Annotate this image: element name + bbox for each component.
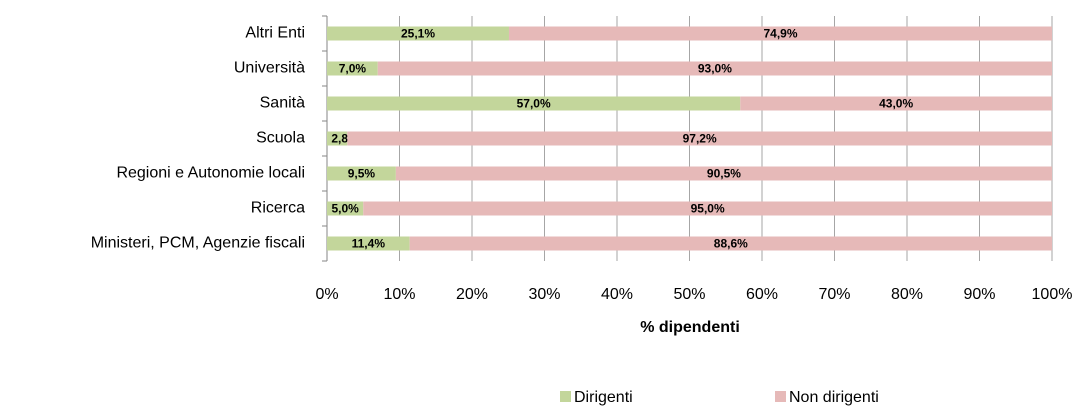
data-label: 57,0% [517, 97, 551, 111]
x-tick-label: 20% [456, 286, 488, 303]
data-label: 95,0% [691, 202, 725, 216]
bar-segment [395, 166, 1052, 181]
category-label: Altri Enti [245, 25, 305, 42]
category-label: Sanità [260, 95, 305, 112]
data-label: 9,5% [348, 167, 376, 181]
x-tick-label: 90% [963, 286, 995, 303]
x-tick-label: 40% [601, 286, 633, 303]
legend-label: Dirigenti [574, 389, 633, 406]
data-label: 74,9% [763, 27, 797, 41]
data-label: 25,1% [401, 27, 435, 41]
category-label: Ministeri, PCM, Agenzie fiscali [91, 235, 305, 252]
category-label: Ricerca [251, 200, 305, 217]
category-label: Università [234, 60, 305, 77]
bar-segment [327, 166, 396, 181]
x-tick-label: 10% [383, 286, 415, 303]
bar-segment [327, 96, 741, 111]
data-label: 11,4% [352, 237, 386, 251]
x-tick-label: 70% [818, 286, 850, 303]
x-tick-label: 60% [746, 286, 778, 303]
data-label: 7,0% [339, 62, 367, 76]
bar-segment [363, 201, 1052, 216]
bar-segment [327, 201, 364, 216]
category-label: Regioni e Autonomie locali [116, 165, 305, 182]
bar-segment [409, 236, 1052, 251]
bar-segment [327, 61, 378, 76]
x-tick-label: 30% [528, 286, 560, 303]
data-label: 90,5% [707, 167, 741, 181]
bar-segment [740, 96, 1052, 111]
legend-label: Non dirigenti [789, 389, 879, 406]
data-label: 88,6% [714, 237, 748, 251]
bar-segment [327, 131, 348, 146]
data-label: 97,2% [683, 132, 717, 146]
x-tick-label: 100% [1032, 286, 1073, 303]
bar-segment [508, 26, 1053, 41]
x-tick-label: 0% [315, 286, 338, 303]
data-label: 5,0% [331, 202, 359, 216]
x-tick-label: 80% [891, 286, 923, 303]
legend-swatch [775, 391, 786, 402]
bar-segment [377, 61, 1052, 76]
data-label: 43,0% [879, 97, 913, 111]
x-tick-label: 50% [673, 286, 705, 303]
data-label: 93,0% [698, 62, 732, 76]
bar-segment [347, 131, 1052, 146]
category-label: Scuola [256, 130, 305, 147]
bar-segment [327, 26, 509, 41]
bar-segment [327, 236, 410, 251]
legend-swatch [560, 391, 571, 402]
x-axis-title: % dipendenti [640, 319, 740, 336]
